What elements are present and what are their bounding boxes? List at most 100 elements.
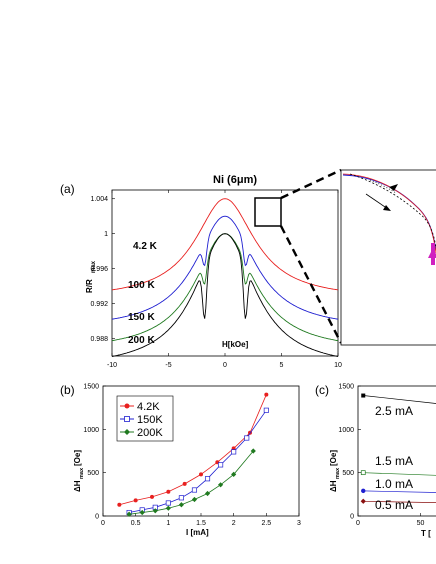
svg-text:[Oe]: [Oe] xyxy=(329,450,338,466)
y-tick-label-1-004: 1.004 xyxy=(90,196,108,203)
panel-a-tag: (a) xyxy=(60,182,75,196)
panel-a-curves xyxy=(111,198,339,357)
b-y-tick-label-0: 0 xyxy=(95,514,99,521)
b-point-4-2k-5 xyxy=(199,472,203,477)
b-x-tick-label-2-5: 2.5 xyxy=(261,520,271,527)
zoom-connector-bottom xyxy=(279,225,343,344)
panel-a-ylabel: R/R max xyxy=(85,260,97,293)
panel-c: (c) 0 50 1500 1000 500 0 ΔH max [Oe] T [ 2.5 … xyxy=(315,383,436,538)
svg-text:max: max xyxy=(79,467,85,479)
b-line-200k xyxy=(129,450,254,515)
legend-marker-200k xyxy=(124,429,130,435)
svg-text:ΔH: ΔH xyxy=(73,480,82,492)
zoom-connector-top xyxy=(280,168,342,200)
b-point-150k-7 xyxy=(218,462,224,468)
b-point-200k-6 xyxy=(204,490,211,497)
b-x-tick-label-0-5: 0.5 xyxy=(131,520,141,527)
panel-c-ylabel: ΔH max [Oe] xyxy=(329,450,341,492)
svg-text:[Oe]: [Oe] xyxy=(73,450,82,466)
b-point-200k-5 xyxy=(191,496,198,503)
series-label-0-5ma: 0.5 mA xyxy=(375,498,413,512)
c-point-0-5-ma xyxy=(360,498,366,504)
c-line-1-0-ma xyxy=(363,490,436,493)
b-x-tick-label-1-5: 1.5 xyxy=(196,520,206,527)
c-x-tick-label-0: 0 xyxy=(356,520,360,527)
panel-a-ticks: -10 -5 0 5 10 1.004 1 0.996 0.992 0.988 xyxy=(90,190,342,369)
curve-200-k xyxy=(111,233,339,357)
svg-text:ΔH: ΔH xyxy=(329,480,338,492)
x-tick-label-5: -5 xyxy=(165,362,171,369)
panel-c-xlabel: T [ xyxy=(421,529,431,538)
panel-c-series xyxy=(360,393,436,504)
b-point-200k-4 xyxy=(178,502,184,508)
b-point-200k-7 xyxy=(218,482,224,488)
b-point-200k-3 xyxy=(165,505,171,511)
series-label-1-5ma: 1.5 mA xyxy=(375,454,413,468)
b-x-tick-label-1: 1 xyxy=(166,520,170,527)
c-y-tick-label-1500: 1500 xyxy=(338,384,354,391)
b-point-200k-2 xyxy=(152,508,158,514)
y-tick-label-1: 1 xyxy=(104,231,108,238)
panel-c-ticks: 0 50 1500 1000 500 0 xyxy=(338,384,424,528)
zoom-inset xyxy=(340,169,436,346)
panel-b-ylabel: ΔH max [Oe] xyxy=(73,450,85,492)
svg-text:max: max xyxy=(91,260,97,273)
svg-text:R/R: R/R xyxy=(85,279,94,293)
c-line-0-5-ma xyxy=(363,500,436,503)
b-y-tick-label-1500: 1500 xyxy=(83,384,99,391)
b-point-200k-9 xyxy=(250,448,256,454)
panel-b-series xyxy=(117,392,269,517)
legend-label-4k: 4.2K xyxy=(137,401,160,413)
curve-label-200k: 200 K xyxy=(128,335,155,346)
c-line-2-5-ma xyxy=(363,395,436,404)
curve-4-2-k xyxy=(111,198,339,291)
curve-label-4k: 4.2 K xyxy=(133,241,158,252)
c-y-tick-label-500: 500 xyxy=(342,470,354,477)
y-tick-label-0-996: 0.996 xyxy=(90,266,108,273)
b-point-200k-0 xyxy=(126,511,132,517)
b-point-4-2k-2 xyxy=(150,494,154,499)
panel-a-title: Ni (6μm) xyxy=(213,174,257,186)
b-point-150k-3 xyxy=(165,500,171,506)
series-label-2-5ma: 2.5 mA xyxy=(375,404,413,418)
curve-label-100k: 100 K xyxy=(128,280,155,291)
panel-b-ticks: 0 0.5 1 1.5 2 2.5 3 1500 1000 500 0 xyxy=(83,384,301,528)
inset-dotted-branch xyxy=(369,179,397,194)
c-x-tick-label-50: 50 xyxy=(417,520,425,527)
inset-arrow-line xyxy=(365,193,389,210)
inset-curve-dotted xyxy=(349,173,436,249)
panel-a: (a) Ni (6μm) -10 -5 0 5 10 1.004 1 0.996 0.992 0.… xyxy=(60,168,436,369)
panel-c-frame xyxy=(357,385,436,517)
b-x-tick-label-2: 2 xyxy=(232,520,236,527)
c-y-tick-label-0: 0 xyxy=(350,514,354,521)
panel-a-xlabel: H[kOe] xyxy=(222,340,249,349)
b-point-150k-6 xyxy=(204,476,211,482)
c-line-1-5-ma xyxy=(363,472,436,476)
b-point-150k-4 xyxy=(178,495,184,501)
b-point-4-2k-1 xyxy=(133,498,138,503)
panel-b-legend: 4.2K 150K 200K xyxy=(116,395,174,442)
inset-curve-red xyxy=(342,173,436,254)
curve-100-k xyxy=(111,215,339,320)
arrow-down-icon xyxy=(383,205,391,211)
y-tick-label-0-992: 0.992 xyxy=(90,301,108,308)
b-x-tick-label-0: 0 xyxy=(101,520,105,527)
c-point-2-5-ma xyxy=(361,393,366,398)
series-label-1-0ma: 1.0 mA xyxy=(375,477,413,491)
x-tick-label-10: 10 xyxy=(334,362,342,369)
arrow-up-icon xyxy=(389,184,398,191)
svg-text:max: max xyxy=(335,467,341,479)
b-point-150k-10 xyxy=(263,407,269,413)
b-point-150k-9 xyxy=(244,435,250,441)
b-point-4-2k-0 xyxy=(117,502,122,507)
c-point-1-0-ma xyxy=(361,488,366,494)
c-y-tick-label-1000: 1000 xyxy=(338,427,354,434)
b-point-150k-5 xyxy=(191,487,198,493)
b-y-tick-label-500: 500 xyxy=(87,470,99,477)
panel-b: (b) 0 0.5 1 1.5 2 2.5 3 1500 1000 500 0 ΔH max [Oe… xyxy=(60,383,301,537)
b-point-200k-1 xyxy=(139,509,145,516)
zoom-region-box xyxy=(254,197,282,227)
curve-label-150k: 150 K xyxy=(128,312,155,323)
c-point-1-5-ma xyxy=(360,470,366,476)
